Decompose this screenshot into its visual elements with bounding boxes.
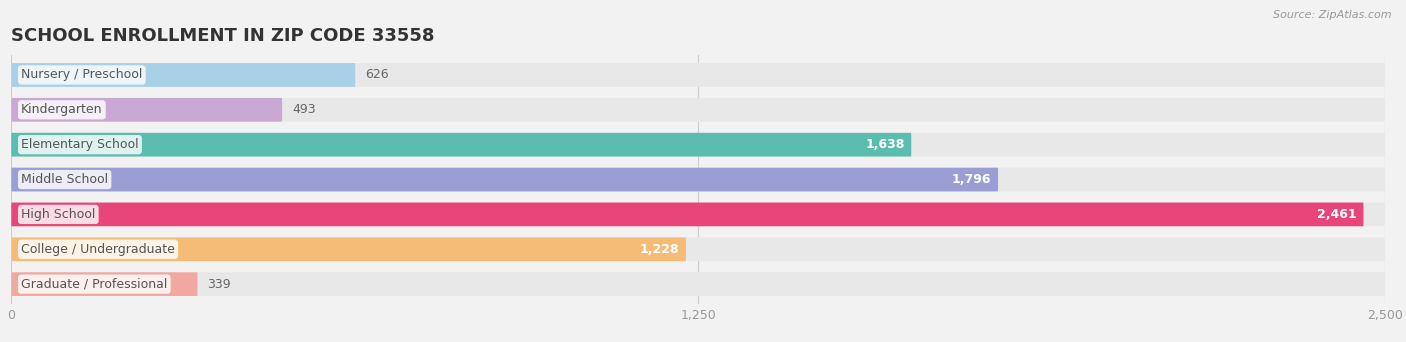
FancyBboxPatch shape: [11, 168, 1385, 192]
FancyBboxPatch shape: [11, 168, 998, 192]
FancyBboxPatch shape: [11, 63, 1385, 87]
Text: Middle School: Middle School: [21, 173, 108, 186]
FancyBboxPatch shape: [11, 202, 1364, 226]
Text: College / Undergraduate: College / Undergraduate: [21, 243, 174, 256]
FancyBboxPatch shape: [11, 98, 1385, 122]
FancyBboxPatch shape: [11, 133, 1385, 157]
FancyBboxPatch shape: [11, 98, 283, 122]
Text: Nursery / Preschool: Nursery / Preschool: [21, 68, 142, 81]
Text: Source: ZipAtlas.com: Source: ZipAtlas.com: [1274, 10, 1392, 20]
FancyBboxPatch shape: [11, 133, 911, 157]
Text: 2,461: 2,461: [1317, 208, 1357, 221]
Text: Kindergarten: Kindergarten: [21, 103, 103, 116]
Text: Elementary School: Elementary School: [21, 138, 139, 151]
Text: SCHOOL ENROLLMENT IN ZIP CODE 33558: SCHOOL ENROLLMENT IN ZIP CODE 33558: [11, 27, 434, 45]
FancyBboxPatch shape: [11, 237, 1385, 261]
FancyBboxPatch shape: [11, 63, 356, 87]
Text: 1,796: 1,796: [952, 173, 991, 186]
Text: 1,638: 1,638: [865, 138, 904, 151]
Text: 1,228: 1,228: [640, 243, 679, 256]
Text: Graduate / Professional: Graduate / Professional: [21, 278, 167, 291]
Text: High School: High School: [21, 208, 96, 221]
FancyBboxPatch shape: [11, 202, 1385, 226]
FancyBboxPatch shape: [11, 237, 686, 261]
Text: 493: 493: [292, 103, 316, 116]
Text: 626: 626: [366, 68, 388, 81]
FancyBboxPatch shape: [11, 272, 1385, 296]
Text: 339: 339: [208, 278, 231, 291]
FancyBboxPatch shape: [11, 272, 197, 296]
